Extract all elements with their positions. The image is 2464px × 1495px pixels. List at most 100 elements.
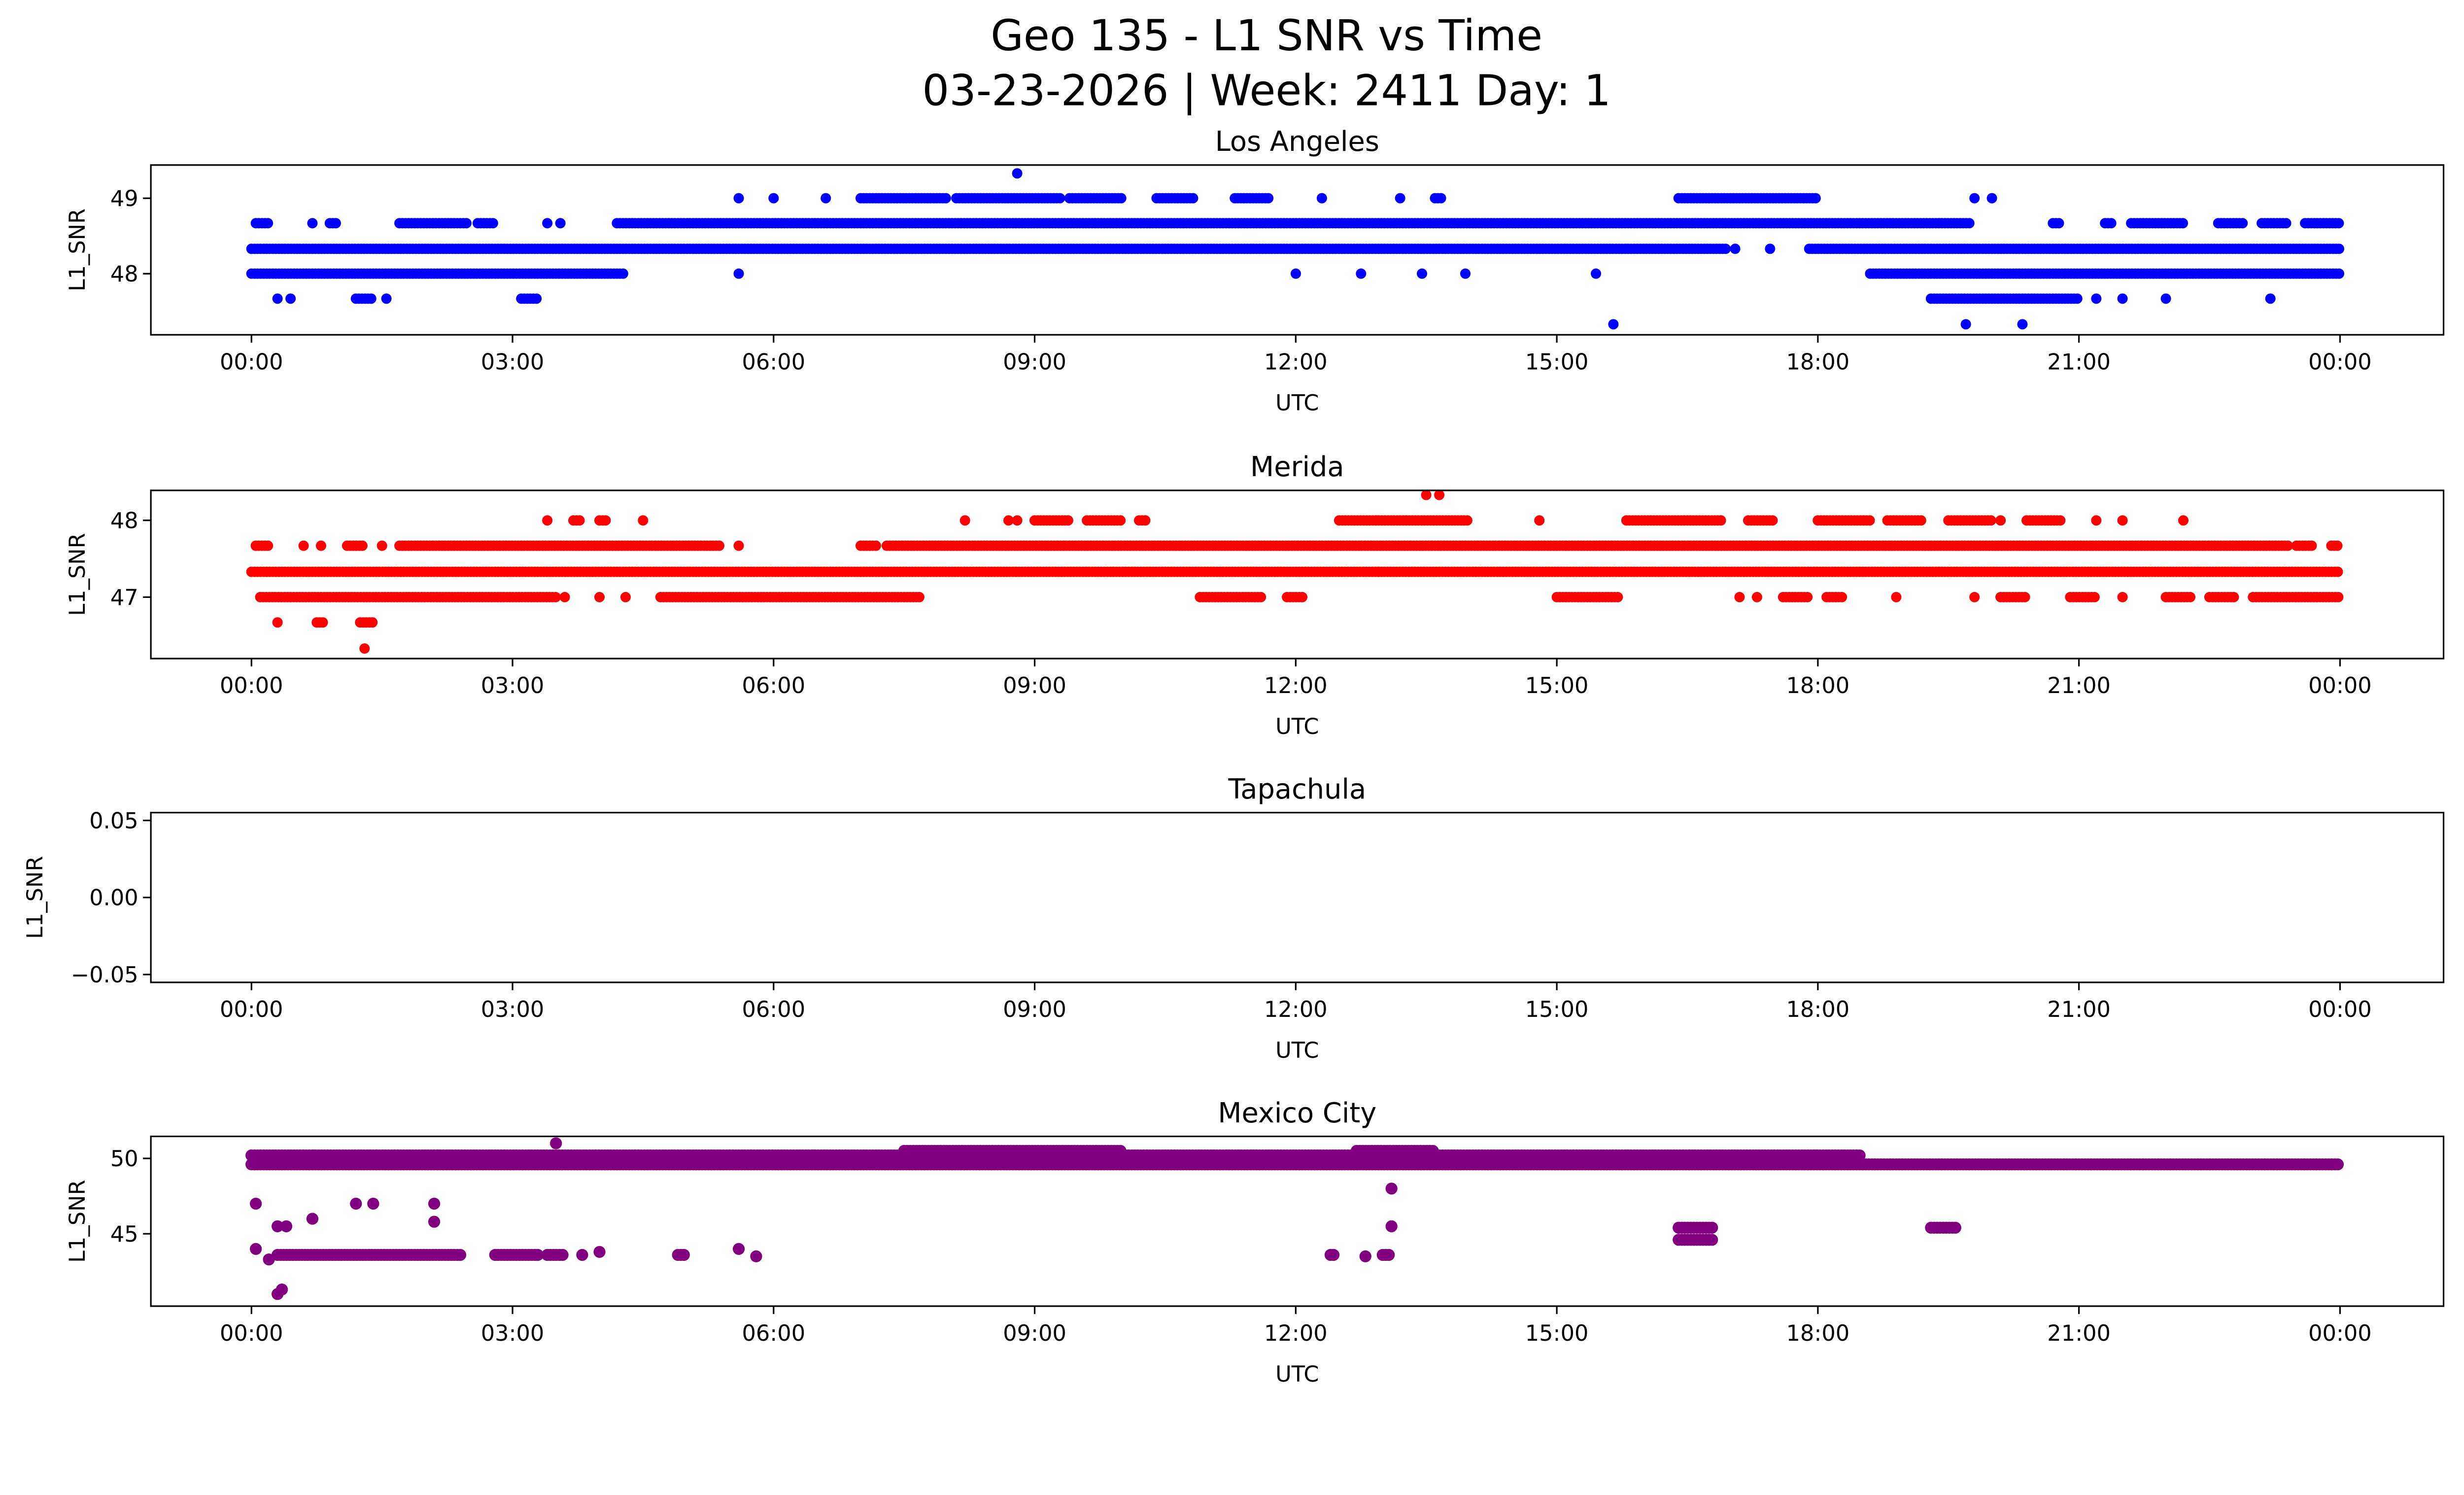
- x-tick-label: 09:00: [1003, 349, 1066, 375]
- data-point: [315, 540, 326, 551]
- data-point: [1916, 515, 1926, 526]
- data-point: [531, 293, 542, 304]
- y-tick-label: 48: [110, 508, 138, 534]
- x-tick-label: 00:00: [2308, 349, 2372, 375]
- y-axis-label: L1_SNR: [65, 533, 90, 616]
- data-point: [2333, 268, 2345, 279]
- x-axis-label: UTC: [1275, 390, 1319, 416]
- data-point: [959, 515, 970, 526]
- data-point: [357, 540, 368, 551]
- data-point: [1373, 566, 1384, 577]
- y-axis-label: L1_SNR: [22, 856, 48, 939]
- data-point: [1534, 515, 1545, 526]
- data-point: [1434, 489, 1445, 500]
- data-point: [1985, 515, 1996, 526]
- x-tick-label: 03:00: [481, 673, 545, 698]
- data-point: [1290, 268, 1301, 279]
- data-point: [298, 540, 309, 551]
- data-point: [1436, 193, 1446, 204]
- subplot-title: Los Angeles: [1215, 126, 1379, 158]
- y-tick-label: 47: [110, 585, 138, 610]
- data-point: [1765, 243, 1776, 254]
- data-point: [2017, 319, 2028, 330]
- x-tick-label: 00:00: [2308, 673, 2372, 698]
- data-point: [263, 218, 274, 229]
- data-point: [768, 193, 779, 204]
- x-tick-label: 15:00: [1525, 997, 1589, 1022]
- data-point: [555, 218, 566, 229]
- data-point: [1590, 268, 1602, 279]
- x-tick-label: 09:00: [1003, 673, 1066, 698]
- data-point: [2185, 591, 2196, 602]
- data-point: [2117, 293, 2128, 304]
- data-points: [246, 168, 2345, 330]
- data-points: [246, 489, 2344, 654]
- y-axis-label: L1_SNR: [65, 209, 90, 291]
- data-point: [2333, 591, 2344, 602]
- data-point: [1140, 515, 1151, 526]
- data-point: [1969, 591, 1980, 602]
- data-point: [1116, 193, 1127, 204]
- data-point: [2055, 515, 2066, 526]
- data-point: [2177, 218, 2189, 229]
- data-point: [1802, 591, 1813, 602]
- x-tick-label: 21:00: [2047, 349, 2111, 375]
- data-point: [1767, 515, 1778, 526]
- data-point: [1427, 1145, 1439, 1157]
- data-point: [1416, 268, 1428, 279]
- figure-title-line2: 03-23-2026 | Week: 2411 Day: 1: [922, 67, 1610, 116]
- data-point: [2306, 540, 2317, 551]
- data-point: [1837, 591, 1848, 602]
- data-point: [272, 617, 283, 628]
- x-tick-label: 12:00: [1264, 673, 1328, 698]
- data-point: [263, 540, 274, 551]
- data-point: [272, 293, 283, 304]
- data-point: [454, 1249, 467, 1261]
- data-point: [1720, 243, 1731, 254]
- x-tick-label: 00:00: [2308, 997, 2372, 1022]
- data-point: [366, 293, 376, 304]
- data-point: [1460, 268, 1471, 279]
- data-point: [2265, 293, 2276, 304]
- x-tick-label: 03:00: [481, 349, 545, 375]
- y-tick-label: 0.05: [89, 808, 138, 834]
- data-point: [2281, 218, 2292, 229]
- data-point: [2091, 515, 2102, 526]
- data-point: [617, 268, 628, 279]
- data-point: [1853, 1149, 1866, 1162]
- data-point: [574, 515, 585, 526]
- data-point: [1114, 1145, 1127, 1157]
- data-point: [1188, 193, 1198, 204]
- x-tick-label: 18:00: [1786, 349, 1850, 375]
- data-point: [2333, 218, 2344, 229]
- data-point: [487, 218, 498, 229]
- data-point: [1969, 193, 1980, 204]
- data-points: [245, 1137, 2344, 1300]
- data-point: [2091, 293, 2102, 304]
- data-point: [2117, 591, 2128, 602]
- data-point: [1256, 591, 1266, 602]
- data-point: [2283, 540, 2293, 551]
- data-point: [1964, 218, 1975, 229]
- x-tick-label: 00:00: [220, 673, 283, 698]
- x-axis-label: UTC: [1275, 1038, 1319, 1063]
- data-point: [1734, 591, 1745, 602]
- data-point: [285, 293, 296, 304]
- x-tick-label: 09:00: [1003, 997, 1066, 1022]
- data-point: [461, 218, 472, 229]
- x-axis-label: UTC: [1275, 714, 1319, 739]
- data-point: [1012, 168, 1023, 179]
- data-point: [2332, 540, 2343, 551]
- axes-frame: [150, 164, 2445, 336]
- x-tick-label: 18:00: [1786, 997, 1850, 1022]
- data-point: [1730, 243, 1741, 254]
- data-point: [2117, 515, 2128, 526]
- data-point: [1062, 515, 1073, 526]
- data-point: [638, 515, 649, 526]
- subplot-title: Tapachula: [1228, 773, 1366, 805]
- data-point: [1864, 515, 1875, 526]
